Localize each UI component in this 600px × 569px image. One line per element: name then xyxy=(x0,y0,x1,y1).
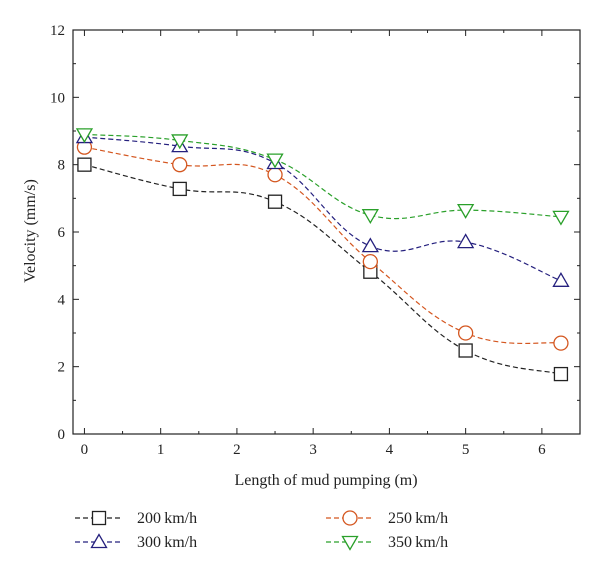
legend-marker xyxy=(90,533,108,549)
legend-label: 250 km/h xyxy=(388,510,448,527)
series-layer xyxy=(75,128,570,382)
data-point-1-1 xyxy=(172,157,188,173)
y-tick-label: 0 xyxy=(58,427,66,443)
y-axis-title: Velocity (mm/s) xyxy=(22,179,39,283)
data-point-2-4 xyxy=(457,233,475,249)
x-tick-label: 3 xyxy=(309,442,317,458)
data-point-3-0 xyxy=(75,128,94,144)
x-tick-label: 1 xyxy=(157,442,165,458)
legend-entry-0: 200 km/h xyxy=(75,510,197,527)
y-tick-label: 6 xyxy=(58,225,66,241)
legend-entry-2: 300 km/h xyxy=(75,533,197,551)
y-tick-label: 8 xyxy=(58,158,66,174)
x-tick-label: 4 xyxy=(386,442,394,458)
legend-label: 350 km/h xyxy=(388,534,448,551)
data-point-3-4 xyxy=(457,203,475,219)
y-tick-label: 10 xyxy=(50,90,65,106)
data-point-0-2 xyxy=(267,194,283,209)
series-line-2 xyxy=(84,136,562,282)
plot-frame xyxy=(72,29,581,435)
legend: 200 km/h 250 km/h 300 km/h 350 km/h xyxy=(75,510,448,551)
data-point-0-5 xyxy=(553,366,569,382)
data-point-0-1 xyxy=(172,181,187,197)
legend-marker xyxy=(91,510,107,526)
series-line-0 xyxy=(84,164,562,375)
x-tick-label: 0 xyxy=(81,442,89,458)
legend-label: 300 km/h xyxy=(137,534,197,551)
data-point-1-4 xyxy=(457,325,474,341)
x-axis-title: Length of mud pumping (m) xyxy=(234,472,417,489)
data-point-3-2 xyxy=(266,153,284,169)
legend-entry-3: 350 km/h xyxy=(326,534,448,551)
series-2 xyxy=(75,128,570,287)
data-point-1-2 xyxy=(267,167,283,183)
data-point-3-1 xyxy=(171,134,189,150)
y-tick-label: 12 xyxy=(50,23,65,39)
series-3 xyxy=(75,128,570,226)
legend-entry-1: 250 km/h xyxy=(326,510,448,527)
data-point-1-3 xyxy=(362,253,378,270)
data-point-2-3 xyxy=(361,237,379,253)
data-point-1-5 xyxy=(553,335,569,351)
y-tick-label: 4 xyxy=(58,292,66,308)
series-1 xyxy=(76,139,569,351)
data-point-3-5 xyxy=(552,210,570,226)
series-0 xyxy=(77,157,569,382)
series-line-1 xyxy=(84,146,562,345)
y-tick-label: 2 xyxy=(58,360,66,376)
legend-marker xyxy=(341,535,359,551)
data-point-0-0 xyxy=(77,157,92,172)
data-point-0-4 xyxy=(458,343,473,358)
legend-marker xyxy=(342,510,358,526)
x-tick-label: 6 xyxy=(538,442,546,458)
data-point-2-5 xyxy=(552,272,570,287)
x-tick-label: 5 xyxy=(462,442,470,458)
x-tick-label: 2 xyxy=(233,442,241,458)
data-point-3-3 xyxy=(361,209,379,224)
legend-label: 200 km/h xyxy=(137,510,197,527)
